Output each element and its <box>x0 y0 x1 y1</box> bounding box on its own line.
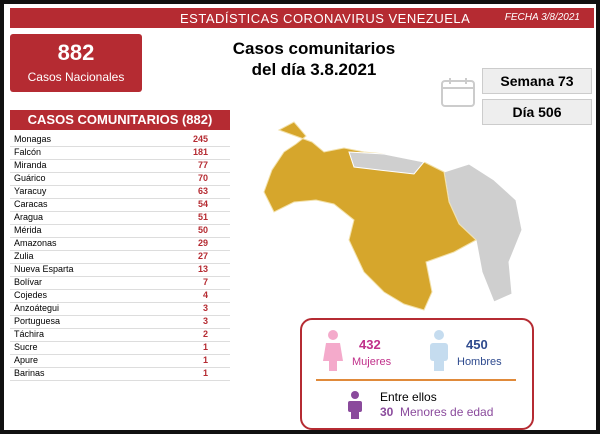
table-row: Portuguesa 3 <box>10 315 230 329</box>
minors-value: 30 <box>380 405 394 419</box>
state-cases: 13 <box>197 264 208 274</box>
state-cases: 29 <box>197 238 208 248</box>
state-cases: 4 <box>202 290 208 300</box>
men-value: 450 <box>466 337 488 352</box>
state-name: Zulia <box>14 251 34 261</box>
table-row: Monagas 245 <box>10 133 230 147</box>
women-value: 432 <box>359 337 381 352</box>
state-name: Yaracuy <box>14 186 47 196</box>
table-row: Zulia 27 <box>10 250 230 264</box>
state-name: Mérida <box>14 225 42 235</box>
gender-box <box>300 318 534 430</box>
state-name: Caracas <box>14 199 48 209</box>
title-line: Casos comunitarios <box>232 39 396 58</box>
state-cases: 27 <box>197 251 208 261</box>
table-row: Aragua 51 <box>10 211 230 225</box>
minors-intro: Entre ellos <box>380 390 437 404</box>
table-row: Miranda 77 <box>10 159 230 173</box>
state-cases: 1 <box>202 342 208 352</box>
state-cases: 54 <box>197 199 208 209</box>
national-value: 882 <box>57 40 95 65</box>
state-cases: 181 <box>192 147 208 157</box>
table-row: Bolívar 7 <box>10 276 230 290</box>
state-name: Monagas <box>14 134 52 144</box>
state-cases: 3 <box>202 303 208 313</box>
state-cases: 7 <box>202 277 208 287</box>
state-cases: 245 <box>192 134 208 144</box>
state-name: Guárico <box>14 173 46 183</box>
title-line: del día 3.8.2021 <box>251 60 377 79</box>
state-cases: 1 <box>202 368 208 378</box>
header-date: FECHA 3/8/2021 <box>504 12 580 23</box>
state-name: Amazonas <box>14 238 57 248</box>
state-name: Nueva Esparta <box>14 264 74 274</box>
men-label: Hombres <box>457 356 502 368</box>
state-cases: 77 <box>197 160 208 170</box>
minors-label: Menores de edad <box>400 405 494 419</box>
divider <box>316 379 516 381</box>
day-pill: Día 506 <box>482 99 592 125</box>
table-row: Barinas 1 <box>10 367 230 381</box>
calendar-icon <box>441 78 475 107</box>
table-row: Falcón 181 <box>10 146 230 160</box>
state-name: Aragua <box>14 212 44 222</box>
state-name: Sucre <box>14 342 38 352</box>
state-name: Cojedes <box>14 290 48 300</box>
state-name: Barinas <box>14 368 45 378</box>
table-row: Sucre 1 <box>10 341 230 355</box>
table-row: Amazonas 29 <box>10 237 230 251</box>
table-row: Mérida 50 <box>10 224 230 238</box>
main-title: Casos comunitarios del día 3.8.2021 <box>204 38 424 80</box>
state-cases: 3 <box>202 316 208 326</box>
woman-icon <box>323 330 343 371</box>
state-name: Apure <box>14 355 39 365</box>
national-box: 882 Casos Nacionales <box>10 34 142 92</box>
map <box>263 121 523 311</box>
state-cases: 63 <box>197 186 208 196</box>
state-name: Miranda <box>14 160 47 170</box>
man-icon <box>430 330 448 371</box>
state-name: Bolívar <box>14 277 43 287</box>
state-name: Anzoátegui <box>14 303 60 313</box>
table-row: Guárico 70 <box>10 172 230 186</box>
table-row: Nueva Esparta 13 <box>10 263 230 277</box>
state-cases: 1 <box>202 355 208 365</box>
header-title: ESTADÍSTICAS CORONAVIRUS VENEZUELA <box>180 11 471 26</box>
state-name: Falcón <box>14 147 42 157</box>
table-row: Táchira 2 <box>10 328 230 342</box>
table-row: Anzoátegui 3 <box>10 302 230 316</box>
table-row: Apure 1 <box>10 354 230 368</box>
national-label: Casos Nacionales <box>27 70 125 84</box>
state-cases: 51 <box>197 212 208 222</box>
state-name: Portuguesa <box>14 316 61 326</box>
map-region <box>348 151 425 175</box>
table-row: Yaracuy 63 <box>10 185 230 199</box>
state-cases: 70 <box>197 173 208 183</box>
state-cases: 2 <box>202 329 208 339</box>
header-band: ESTADÍSTICAS CORONAVIRUS VENEZUELA FECHA… <box>10 8 594 28</box>
table-row: Caracas 54 <box>10 198 230 212</box>
women-label: Mujeres <box>352 356 392 368</box>
table-row: Cojedes 4 <box>10 289 230 303</box>
child-icon <box>348 391 362 419</box>
table-title: CASOS COMUNITARIOS (882) <box>10 110 230 130</box>
state-name: Táchira <box>14 329 45 339</box>
state-cases: 50 <box>197 225 208 235</box>
week-pill: Semana 73 <box>482 68 592 94</box>
map-region <box>263 121 477 311</box>
